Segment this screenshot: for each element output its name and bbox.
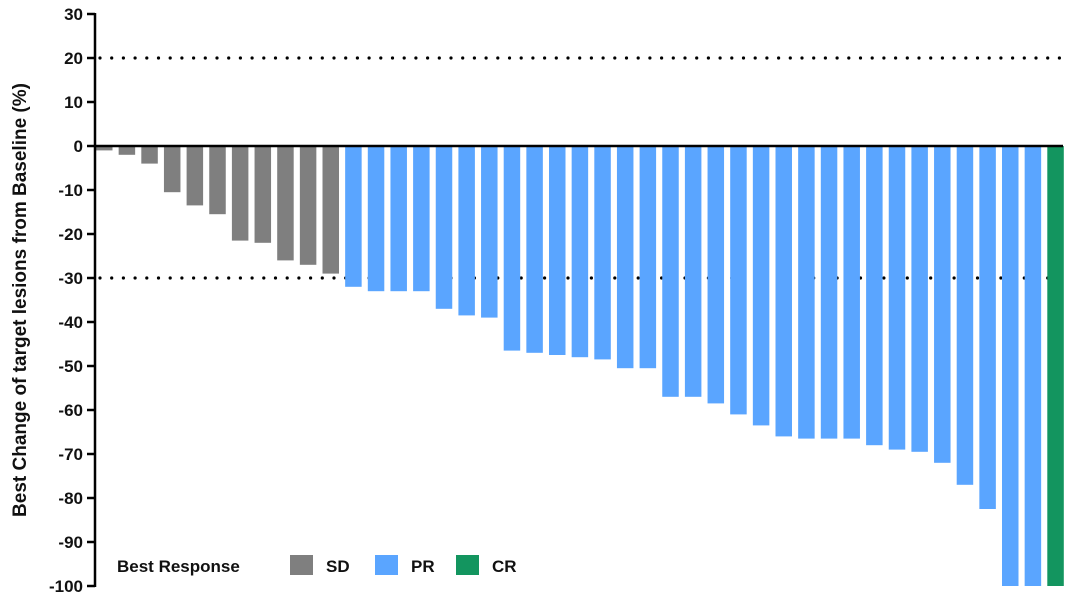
bar [231,146,249,241]
bar [322,146,339,274]
bar [503,146,521,351]
y-tick-label: -10 [58,181,83,200]
bar [662,146,679,397]
legend-label-pr: PR [411,557,435,576]
y-tick-label: -30 [58,269,83,288]
bar [752,146,770,426]
y-tick-label: 20 [64,49,83,68]
axes: 30 20 10 0 -10 -20 -30 -40 -50 -60 -70 -80 -90 -100 [49,5,1063,596]
bar [390,146,407,292]
bar [209,146,226,215]
y-tick-label: -50 [58,357,83,376]
bar [526,146,543,353]
y-tick-label: -60 [58,401,83,420]
bar [458,146,475,316]
y-tick-label: 30 [64,5,83,24]
bar [1047,146,1064,586]
bar [435,146,453,309]
y-tick-label: 0 [74,137,83,156]
bar [299,146,317,265]
y-tick-label: -90 [58,533,83,552]
y-tick-label: -40 [58,313,83,332]
bar [979,146,996,509]
bar [798,146,815,439]
bar [934,146,951,463]
legend-title: Best Response [117,557,240,576]
bar [1002,146,1019,586]
bar [639,146,657,369]
y-tick-label: -80 [58,489,83,508]
bar [911,146,928,452]
bar [96,146,113,151]
bar [616,146,634,369]
bar [888,146,906,450]
y-tick-label: -20 [58,225,83,244]
y-tick-label: -100 [49,577,83,596]
bar [163,146,181,193]
bar [345,146,362,287]
bar [141,146,158,164]
bar [481,146,498,318]
bar [413,146,430,292]
legend-label-cr: CR [492,557,517,576]
y-tick-label: -70 [58,445,83,464]
bar [549,146,566,355]
bar [118,146,136,155]
legend-swatch-pr [375,555,398,575]
bar [367,146,385,292]
bar [956,146,974,485]
legend-label-sd: SD [326,557,350,576]
bar [254,146,272,243]
bar [277,146,294,261]
bar [594,146,611,360]
bars [96,146,1064,586]
bar [866,146,883,446]
bar [1024,146,1042,586]
legend: Best Response SD PR CR [117,555,517,576]
legend-swatch-cr [456,555,479,575]
y-axis-title: Best Change of target lesions from Basel… [10,83,31,517]
bar [684,146,702,397]
bar [186,146,204,206]
bar [843,146,860,439]
bar [707,146,725,404]
bar [571,146,589,358]
y-tick-label: 10 [64,93,83,112]
bar [820,146,838,439]
bar [775,146,792,437]
bar [730,146,747,415]
legend-swatch-sd [290,555,313,575]
